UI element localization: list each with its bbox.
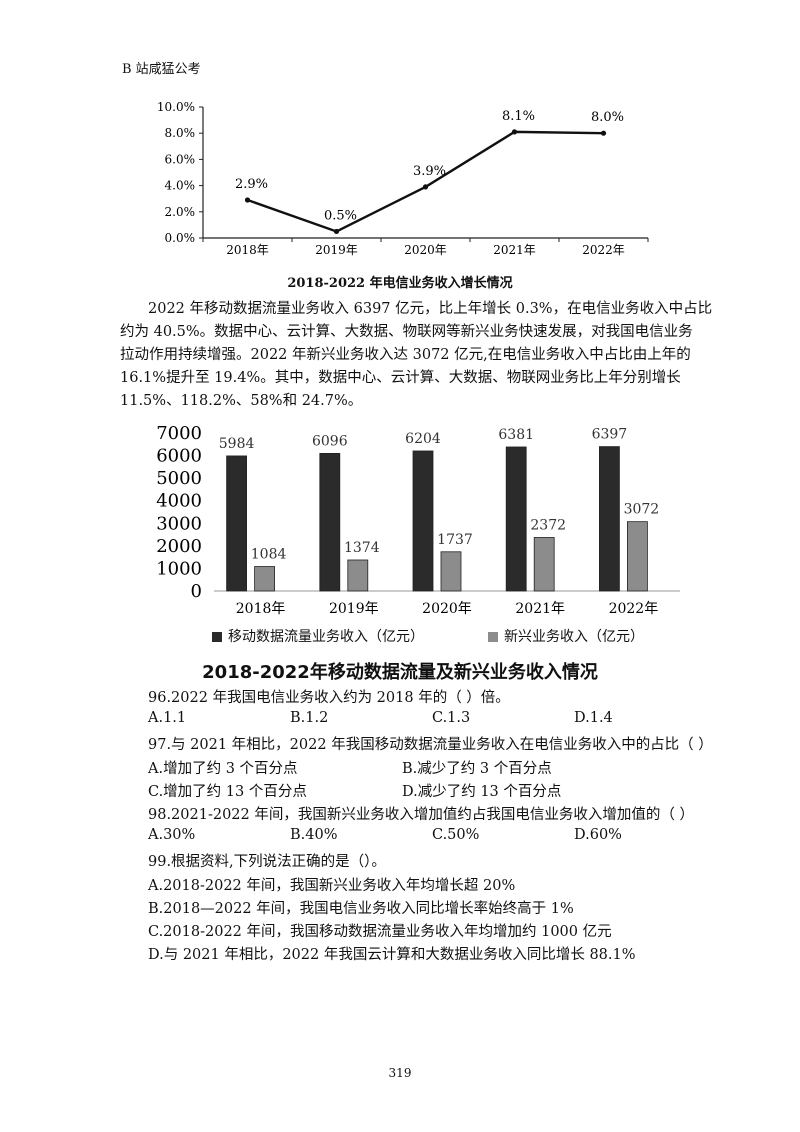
bar-chart-data-label: 6397 xyxy=(592,427,628,443)
bar-chart-y-tick-label: 0 xyxy=(191,581,202,602)
line-chart-point xyxy=(600,130,607,136)
line-chart-series-line xyxy=(247,130,604,233)
bar-chart-title: 2018-2022年移动数据流量及新兴业务收入情况 xyxy=(202,662,598,683)
legend-item-emerging: 新兴业务收入（亿元） xyxy=(488,626,644,646)
question-96-option-c: C.1.3 xyxy=(432,710,471,726)
bar-chart-data-label: 6204 xyxy=(405,431,441,447)
line-chart-x-tick-label: 2018年 xyxy=(226,243,269,257)
line-chart-y-tick-label: 10.0% xyxy=(157,100,195,114)
line-chart-y-tick-label: 6.0% xyxy=(165,152,196,166)
line-chart-data-label: 8.0% xyxy=(591,110,624,125)
bar-chart-bar xyxy=(599,446,620,592)
bar-chart-y-tick-label: 5000 xyxy=(156,468,202,489)
question-99-option-c: C.2018-2022 年间，我国移动数据流量业务收入年均增加约 1000 亿元 xyxy=(148,924,612,940)
bar-chart-data-label: 3072 xyxy=(624,502,660,518)
line-chart-data-label: 8.1% xyxy=(502,109,535,124)
question-97-stem: 97.与 2021 年相比，2022 年我国移动数据流量业务收入在电信业务收入中… xyxy=(148,737,713,753)
paragraph-line: 拉动作用持续增强。2022 年新兴业务收入达 3072 亿元,在电信业务收入中占… xyxy=(120,347,691,363)
question-96-option-b: B.1.2 xyxy=(290,710,329,726)
bar-chart-data-label: 5984 xyxy=(219,436,255,452)
question-99-stem: 99.根据资料,下列说法正确的是（）。 xyxy=(148,854,386,870)
paragraph-line: 约为 40.5%。数据中心、云计算、大数据、物联网等新兴业务快速发展，对我国电信… xyxy=(120,324,693,340)
paragraph-line: 2022 年移动数据流量业务收入 6397 亿元，比上年增长 0.3%，在电信业… xyxy=(148,301,713,317)
question-96-option-d: D.1.4 xyxy=(574,710,613,726)
bar-chart-y-tick-label: 7000 xyxy=(156,423,202,444)
question-97-option-a: A.增加了约 3 个百分点 xyxy=(148,761,298,777)
question-98-option-c: C.50% xyxy=(432,827,480,843)
page-number: 319 xyxy=(388,1066,412,1080)
bar-chart-data-label: 2372 xyxy=(530,517,566,533)
line-chart-title: 2018-2022 年电信业务收入增长情况 xyxy=(287,276,513,291)
line-chart-y-tick-label: 2.0% xyxy=(165,205,196,219)
question-97-option-c: C.增加了约 13 个百分点 xyxy=(148,784,307,800)
bar-chart-x-tick-label: 2022年 xyxy=(609,601,659,617)
line-chart-data-label: 2.9% xyxy=(235,177,268,192)
bar-chart-y-tick-label: 2000 xyxy=(156,536,202,557)
bar-chart-bar xyxy=(505,446,527,592)
bar-chart-x-tick-label: 2020年 xyxy=(422,601,472,617)
bar-chart-data-label: 6381 xyxy=(498,427,534,443)
line-chart-y-tick-label: 8.0% xyxy=(165,126,196,140)
bar-chart-bar xyxy=(440,551,462,592)
question-98-option-d: D.60% xyxy=(574,827,622,843)
bar-chart-x-tick-label: 2021年 xyxy=(515,601,565,617)
bar-chart-data-label: 6096 xyxy=(312,433,348,449)
bar-chart-y-tick-label: 1000 xyxy=(156,558,202,579)
page-header: B 站咸猛公考 xyxy=(122,62,201,77)
question-98-stem: 98.2021-2022 年间，我国新兴业务收入增加值约占我国电信业务收入增加值… xyxy=(148,807,694,823)
bar-chart-data-label: 1374 xyxy=(344,540,380,556)
bar-chart-bar xyxy=(319,453,341,592)
line-chart-x-tick-label: 2022年 xyxy=(582,243,625,257)
legend-swatch-mobile xyxy=(212,632,222,642)
question-99-option-b: B.2018—2022 年间，我国电信业务收入同比增长率始终高于 1% xyxy=(148,901,574,917)
paragraph-line: 11.5%、118.2%、58%和 24.7%。 xyxy=(120,393,363,409)
line-chart-data-label: 3.9% xyxy=(413,164,446,179)
bar-chart-y-tick-label: 3000 xyxy=(156,513,202,534)
bar-chart-data-label: 1737 xyxy=(437,532,473,548)
bar-chart-bar xyxy=(533,537,555,592)
legend-item-mobile: 移动数据流量业务收入（亿元） xyxy=(212,626,424,646)
line-chart-point xyxy=(422,184,429,190)
bar-chart-bar xyxy=(254,566,276,592)
line-chart-x-tick-label: 2019年 xyxy=(315,243,358,257)
question-96-stem: 96.2022 年我国电信业务收入约为 2018 年的（ ）倍。 xyxy=(148,690,510,706)
question-97-option-d: D.减少了约 13 个百分点 xyxy=(402,784,562,800)
question-96-option-a: A.1.1 xyxy=(148,710,187,726)
line-chart-y-tick-label: 0.0% xyxy=(165,231,196,245)
bar-chart-y-tick-label: 4000 xyxy=(156,491,202,512)
line-chart-x-tick-label: 2020年 xyxy=(404,243,447,257)
line-chart-point xyxy=(244,197,251,203)
bar-chart-bar xyxy=(226,455,248,592)
line-chart-y-tick-label: 4.0% xyxy=(165,179,196,193)
legend-label-emerging: 新兴业务收入（亿元） xyxy=(504,629,644,645)
line-chart-point xyxy=(333,228,340,235)
bar-chart-y-tick-label: 6000 xyxy=(156,446,202,467)
bar-chart-bar xyxy=(347,559,369,592)
question-97-option-b: B.减少了约 3 个百分点 xyxy=(402,761,552,777)
question-98-option-a: A.30% xyxy=(148,827,196,843)
data-paragraph: 2022 年移动数据流量业务收入 6397 亿元，比上年增长 0.3%，在电信业… xyxy=(120,298,713,413)
bar-chart-x-tick-label: 2019年 xyxy=(329,601,379,617)
line-chart-data-label: 0.5% xyxy=(324,208,357,223)
question-99-option-a: A.2018-2022 年间，我国新兴业务收入年均增长超 20% xyxy=(148,878,516,894)
legend-swatch-emerging xyxy=(488,632,498,642)
bar-chart-bar xyxy=(412,450,434,592)
question-99-option-d: D.与 2021 年相比，2022 年我国云计算和大数据业务收入同比增长 88.… xyxy=(148,947,636,963)
bar-chart-bar xyxy=(627,521,648,592)
legend-label-mobile: 移动数据流量业务收入（亿元） xyxy=(228,629,424,645)
paragraph-line: 16.1%提升至 19.4%。其中，数据中心、云计算、大数据、物联网业务比上年分… xyxy=(120,370,681,386)
bar-chart-x-tick-label: 2018年 xyxy=(236,601,286,617)
line-chart-x-tick-label: 2021年 xyxy=(493,243,536,257)
line-chart: 0.0% 2.0% 4.0% 6.0% 8.0% 10.0% 2018年 2019年 2020年… xyxy=(157,100,649,257)
bar-chart-data-label: 1084 xyxy=(251,547,287,563)
line-chart-point xyxy=(511,129,518,135)
question-98-option-b: B.40% xyxy=(290,827,338,843)
